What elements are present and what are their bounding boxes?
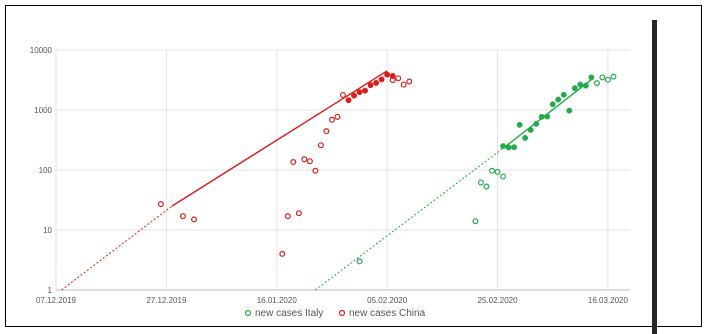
new-cases-china-point-filled <box>389 73 396 79</box>
new-cases-italy-point-open <box>599 74 606 81</box>
new-cases-italy-point-filled <box>549 101 556 108</box>
new-cases-italy-point-filled <box>560 91 567 98</box>
new-cases-china-point-open <box>306 158 313 165</box>
x-tick-label: 25.02.2020 <box>478 296 519 305</box>
new-cases-china-point-open <box>334 113 341 120</box>
new-cases-china-legend-marker <box>338 309 346 317</box>
x-tick-label: 16.01.2020 <box>257 296 298 305</box>
axes: 1 10 100 1000 10000 07.12.2019 27.12.2019 16.01… <box>30 46 630 305</box>
x-tick-label: 07.12.2019 <box>36 296 77 305</box>
x-tick-label: 27.12.2019 <box>146 296 187 305</box>
new-cases-china-point-filled <box>356 89 363 96</box>
new-cases-china-point-filled <box>345 97 352 104</box>
y-tick-label: 100 <box>39 166 53 175</box>
grid <box>55 49 630 291</box>
chart-frame <box>5 5 702 327</box>
new-cases-china-point-filled <box>384 71 391 78</box>
new-cases-china-point-filled <box>367 82 374 89</box>
new-cases-italy-point-filled <box>511 144 518 151</box>
new-cases-italy-point-filled <box>577 81 584 88</box>
new-cases-italy-point-filled <box>522 135 529 141</box>
new-cases-china-point-open <box>157 201 164 208</box>
new-cases-china-point-open <box>328 116 335 123</box>
new-cases-china-point-open <box>290 158 297 165</box>
new-cases-italy-point-filled <box>533 120 540 127</box>
new-cases-china-point-open <box>406 78 413 85</box>
new-cases-china-point-open <box>400 81 407 88</box>
new-cases-italy-point-open <box>494 168 501 175</box>
new-cases-italy-point-filled <box>571 85 578 92</box>
y-tick-label: 10 <box>43 226 52 235</box>
legend: new cases Italy new cases China <box>244 308 426 319</box>
y-tick-label: 1000 <box>34 106 52 115</box>
new-cases-italy-point-filled <box>527 126 534 133</box>
new-cases-china-point-open <box>284 213 291 220</box>
new-cases-italy-point-filled <box>516 121 523 128</box>
new-cases-china-point-open <box>179 213 186 220</box>
new-cases-italy-point-filled <box>505 144 512 151</box>
new-cases-china-point-filled <box>378 76 385 83</box>
new-cases-italy-trend-dashed <box>315 147 504 291</box>
new-cases-china-point-open <box>301 156 308 163</box>
new-cases-italy-point-open <box>500 173 507 180</box>
new-cases-china-trend-solid <box>171 70 388 207</box>
x-tick-label: 16.03.2020 <box>588 296 629 305</box>
new-cases-italy-point-open <box>610 73 617 80</box>
new-cases-italy-point-open <box>483 183 490 190</box>
new-cases-italy-point-filled <box>582 82 589 89</box>
new-cases-china-point-open <box>395 75 402 82</box>
new-cases-italy-point-filled <box>544 113 551 120</box>
new-cases-china-point-open <box>279 250 286 257</box>
new-cases-italy-point-open <box>477 179 484 186</box>
new-cases-china-point-filled <box>362 87 369 94</box>
y-tick-label: 1 <box>48 286 53 295</box>
new-cases-italy-point-open <box>593 80 600 87</box>
new-cases-italy-point-filled <box>588 74 595 81</box>
new-cases-china-trend-dashed <box>61 205 173 291</box>
new-cases-italy-point-open <box>472 218 479 225</box>
new-cases-italy-point-filled <box>566 107 573 114</box>
new-cases-italy-legend-label: new cases Italy <box>255 308 323 319</box>
new-cases-china-point-open <box>340 92 347 99</box>
new-cases-china-point-open <box>323 128 330 135</box>
new-cases-china-legend-label: new cases China <box>349 308 426 319</box>
new-cases-italy-point-open <box>604 76 611 83</box>
new-cases-italy-point-filled <box>538 113 545 120</box>
new-cases-italy-legend-marker <box>244 309 252 317</box>
new-cases-china-point-filled <box>373 79 380 86</box>
right-divider-bar <box>652 20 657 334</box>
new-cases-china-point-open <box>190 216 197 223</box>
new-cases-china-point-open <box>317 142 324 149</box>
x-tick-label: 05.02.2020 <box>367 296 408 305</box>
new-cases-italy-point-open <box>356 258 363 265</box>
new-cases-china-point-open <box>295 210 302 217</box>
new-cases-italy-point-filled <box>500 143 507 150</box>
new-cases-china-point-open <box>312 167 319 174</box>
y-tick-label: 10000 <box>30 46 53 55</box>
new-cases-italy-point-open <box>489 167 496 174</box>
new-cases-china-point-filled <box>351 92 357 99</box>
new-cases-italy-point-filled <box>555 96 562 103</box>
series <box>61 70 617 291</box>
